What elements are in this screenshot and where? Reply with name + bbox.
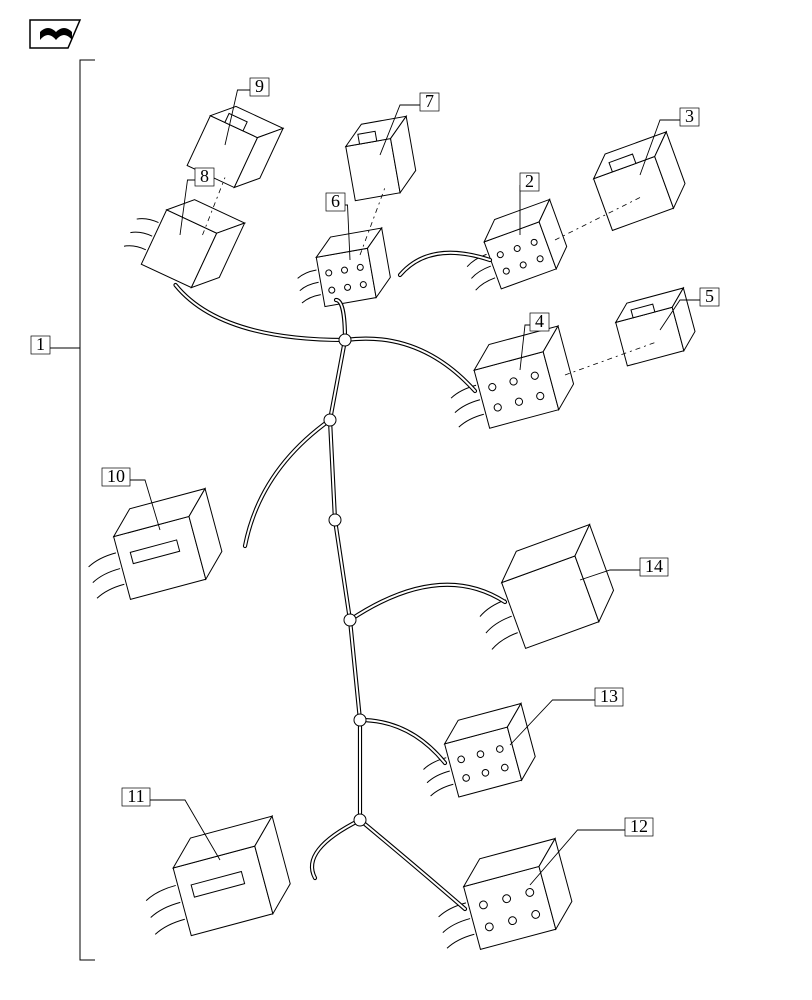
- assembly-bracket: [80, 60, 95, 960]
- junction: [339, 334, 351, 346]
- connector-c13: [414, 703, 541, 804]
- callout-label: 14: [645, 556, 663, 576]
- junction: [324, 414, 336, 426]
- callout-label: 2: [525, 171, 534, 191]
- callout-label: 10: [107, 466, 125, 486]
- callout-1: 1: [31, 334, 80, 354]
- connector-c10: [77, 489, 228, 608]
- connector-c2: [455, 199, 573, 297]
- callout-label: 5: [705, 286, 714, 306]
- connector-c11: [133, 816, 296, 944]
- nav-icon: [30, 20, 80, 48]
- connector-c3: [587, 132, 692, 231]
- callout-label: 4: [535, 311, 544, 331]
- connector-c4: [440, 326, 579, 436]
- junction: [354, 714, 366, 726]
- callout-label: 6: [331, 191, 340, 211]
- junction: [354, 814, 366, 826]
- callout-label: 13: [600, 686, 618, 706]
- connector-c8: [120, 181, 244, 296]
- callout-label: 3: [685, 106, 694, 126]
- callout-label: 12: [630, 816, 648, 836]
- callout-label: 8: [200, 166, 209, 186]
- callout-label: 9: [255, 76, 264, 96]
- callout-label: 7: [425, 91, 434, 111]
- junction: [329, 514, 341, 526]
- callout-label: 11: [127, 786, 144, 806]
- connector-c7: [342, 116, 419, 200]
- junction: [344, 614, 356, 626]
- callout-label: 1: [36, 334, 45, 354]
- connector-c6: [292, 228, 394, 310]
- wiring-harness-diagram: 1234567891011121314: [0, 0, 812, 1000]
